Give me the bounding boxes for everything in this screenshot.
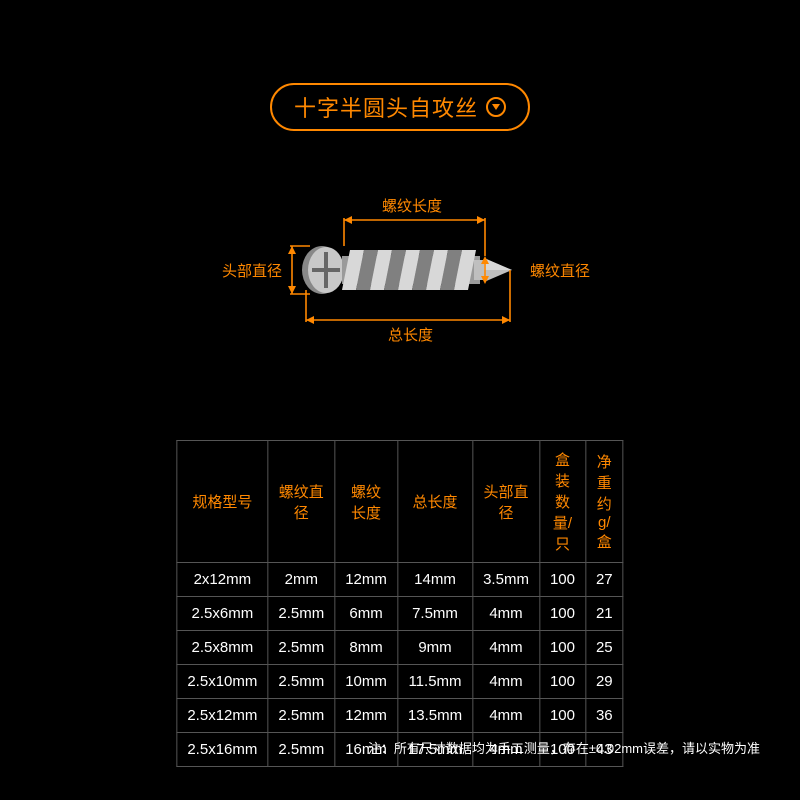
label-thread-diameter: 螺纹直径 [530, 260, 590, 281]
table-cell: 8mm [335, 631, 398, 665]
table-cell: 100 [539, 665, 585, 699]
table-cell: 12mm [335, 699, 398, 733]
table-cell: 2.5x16mm [177, 733, 268, 767]
table-cell: 2.5x10mm [177, 665, 268, 699]
table-cell: 2.5mm [268, 699, 335, 733]
table-row: 2.5x8mm2.5mm8mm9mm4mm10025 [177, 631, 623, 665]
label-head-diameter: 头部直径 [222, 260, 282, 281]
table-cell: 4mm [473, 699, 540, 733]
label-total-length: 总长度 [388, 324, 433, 345]
table-cell: 4mm [473, 665, 540, 699]
table-cell: 100 [539, 563, 585, 597]
table-cell: 2.5x12mm [177, 699, 268, 733]
table-cell: 100 [539, 699, 585, 733]
table-cell: 2.5mm [268, 665, 335, 699]
table-header-row: 规格型号 螺纹直径 螺纹长度 总长度 头部直径 盒装数量/只 净重约g/盒 [177, 441, 623, 563]
spec-table: 规格型号 螺纹直径 螺纹长度 总长度 头部直径 盒装数量/只 净重约g/盒 2x… [176, 440, 623, 767]
table-cell: 9mm [397, 631, 472, 665]
table-cell: 2x12mm [177, 563, 268, 597]
table-cell: 12mm [335, 563, 398, 597]
table-cell: 100 [539, 597, 585, 631]
table-cell: 25 [585, 631, 623, 665]
table-cell: 36 [585, 699, 623, 733]
title-pill: 十字半圆头自攻丝 [270, 83, 530, 131]
col-net-weight: 净重约g/盒 [585, 441, 623, 563]
table-cell: 10mm [335, 665, 398, 699]
table-cell: 4mm [473, 631, 540, 665]
table-cell: 2.5mm [268, 597, 335, 631]
table-row: 2x12mm2mm12mm14mm3.5mm10027 [177, 563, 623, 597]
table-cell: 29 [585, 665, 623, 699]
table-cell: 27 [585, 563, 623, 597]
table-cell: 21 [585, 597, 623, 631]
table-cell: 2.5mm [268, 631, 335, 665]
label-thread-length: 螺纹长度 [382, 195, 442, 216]
table-row: 2.5x10mm2.5mm10mm11.5mm4mm10029 [177, 665, 623, 699]
col-thread-dia: 螺纹直径 [268, 441, 335, 563]
footnote: 注：所有尺寸数据均为手工测量，存在±0.02mm误差，请以实物为准 [368, 738, 760, 757]
title-text: 十字半圆头自攻丝 [294, 91, 478, 123]
table-cell: 11.5mm [397, 665, 472, 699]
col-thread-len: 螺纹长度 [335, 441, 398, 563]
col-total-len: 总长度 [397, 441, 472, 563]
table-cell: 4mm [473, 597, 540, 631]
table-cell: 7.5mm [397, 597, 472, 631]
screw-diagram: 头部直径 螺纹长度 螺纹直径 总长度 [150, 190, 650, 350]
table-cell: 2.5x8mm [177, 631, 268, 665]
col-head-dia: 头部直径 [473, 441, 540, 563]
down-arrow-icon [486, 97, 506, 117]
table-cell: 2mm [268, 563, 335, 597]
table-cell: 100 [539, 631, 585, 665]
table-cell: 3.5mm [473, 563, 540, 597]
table-cell: 13.5mm [397, 699, 472, 733]
table-cell: 14mm [397, 563, 472, 597]
col-box-qty: 盒装数量/只 [539, 441, 585, 563]
table-cell: 6mm [335, 597, 398, 631]
table-cell: 2.5x6mm [177, 597, 268, 631]
col-model: 规格型号 [177, 441, 268, 563]
table-cell: 2.5mm [268, 733, 335, 767]
table-row: 2.5x12mm2.5mm12mm13.5mm4mm10036 [177, 699, 623, 733]
table-row: 2.5x6mm2.5mm6mm7.5mm4mm10021 [177, 597, 623, 631]
